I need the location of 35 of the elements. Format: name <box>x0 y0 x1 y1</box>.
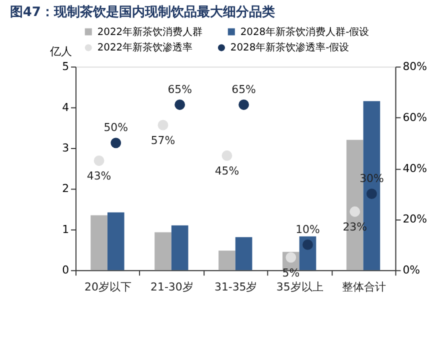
y-tick-label: 4 <box>62 100 70 114</box>
bar <box>218 250 236 270</box>
x-tick-label: 20岁以下 <box>84 280 132 294</box>
bar <box>171 225 188 270</box>
data-label: 43% <box>86 170 112 183</box>
x-tick-label: 31-35岁 <box>214 280 258 294</box>
legend-label: 2022年新茶饮渗透率 <box>97 42 193 54</box>
y2-tick-label: 0% <box>402 264 420 277</box>
data-label: 50% <box>104 121 128 134</box>
bar <box>235 237 252 270</box>
bar <box>107 212 124 270</box>
legend-label: 2022年新茶饮消费人群 <box>97 26 203 38</box>
chart-title: 图47：现制茶饮是国内现制饮品最大细分品类 <box>10 4 275 20</box>
y-axis-title: 亿人 <box>49 45 72 58</box>
y-tick-label: 0 <box>62 264 70 277</box>
y-tick-label: 2 <box>62 182 70 196</box>
y2-tick-label: 40% <box>402 162 427 175</box>
legend-label: 2028年新茶饮渗透率-假设 <box>230 42 350 54</box>
data-label: 10% <box>296 222 320 236</box>
bar <box>154 232 172 270</box>
y2-tick-label: 80% <box>402 60 427 74</box>
data-label: 57% <box>150 134 176 147</box>
bar <box>90 215 108 270</box>
y2-tick-label: 20% <box>402 212 427 226</box>
data-label: 65% <box>232 82 256 96</box>
x-tick-label: 整体合计 <box>342 280 386 294</box>
data-label: 45% <box>214 164 240 178</box>
data-label: 65% <box>168 82 192 96</box>
x-tick-label: 35岁以上 <box>276 280 324 294</box>
y-tick-label: 1 <box>62 222 70 236</box>
y-tick-label: 5 <box>62 60 70 74</box>
y2-tick-label: 60% <box>402 110 427 124</box>
x-tick-label: 21-30岁 <box>150 280 194 294</box>
y-tick-label: 3 <box>62 141 70 154</box>
legend-label: 2028年新茶饮消费人群-假设 <box>240 26 370 38</box>
